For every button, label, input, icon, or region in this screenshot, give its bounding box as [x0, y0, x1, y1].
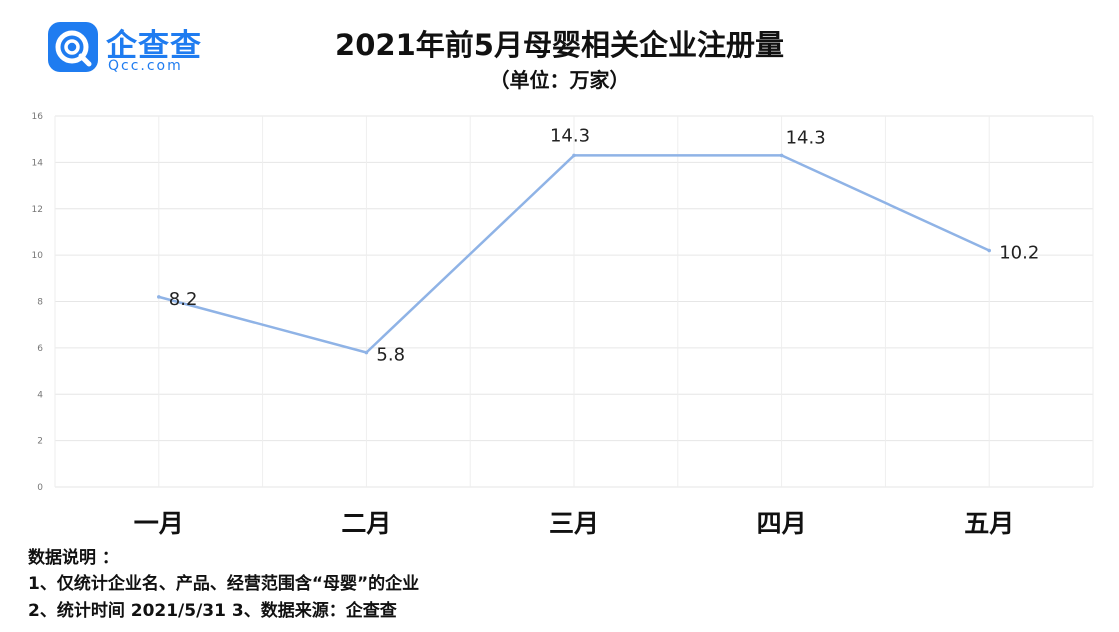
qcc-logo-icon [48, 22, 98, 72]
data-label: 14.3 [786, 127, 826, 148]
data-label: 14.3 [550, 125, 590, 146]
y-tick-label: 14 [32, 158, 44, 168]
data-point [572, 153, 576, 158]
x-category-label: 五月 [964, 509, 1014, 538]
data-point [364, 350, 369, 355]
x-category-label: 三月 [549, 509, 599, 538]
data-point [987, 248, 991, 253]
y-tick-label: 12 [32, 205, 43, 215]
y-tick-label: 8 [37, 298, 43, 308]
y-tick-label: 10 [32, 251, 44, 261]
chart-title: 2021年前5月母婴相关企业注册量 [335, 28, 784, 62]
y-tick-label: 0 [37, 483, 43, 493]
y-tick-label: 6 [37, 344, 43, 354]
data-label: 10.2 [999, 242, 1039, 263]
y-tick-label: 2 [37, 437, 43, 447]
notes-line-1: 1、仅统计企业名、产品、经营范围含“母婴”的企业 [28, 574, 420, 594]
logo-name: 企查查 [106, 28, 202, 64]
x-category-label: 一月 [134, 509, 184, 538]
data-label: 5.8 [376, 345, 405, 366]
chart-subtitle: （单位：万家） [489, 68, 630, 92]
logo-domain: Qcc.com [108, 58, 183, 74]
notes-line-2: 2、统计时间 2021/5/31 3、数据来源：企查查 [28, 601, 397, 621]
notes-heading: 数据说明 ： [28, 548, 119, 568]
qcc-logo: 企查查 Qcc.com [48, 20, 201, 76]
x-category-label: 四月 [757, 509, 807, 538]
y-tick-label: 4 [37, 390, 43, 400]
data-point [779, 153, 784, 158]
data-label: 8.2 [169, 289, 198, 310]
data-point [157, 295, 161, 299]
x-category-label: 二月 [341, 509, 391, 538]
y-tick-label: 16 [32, 112, 44, 122]
